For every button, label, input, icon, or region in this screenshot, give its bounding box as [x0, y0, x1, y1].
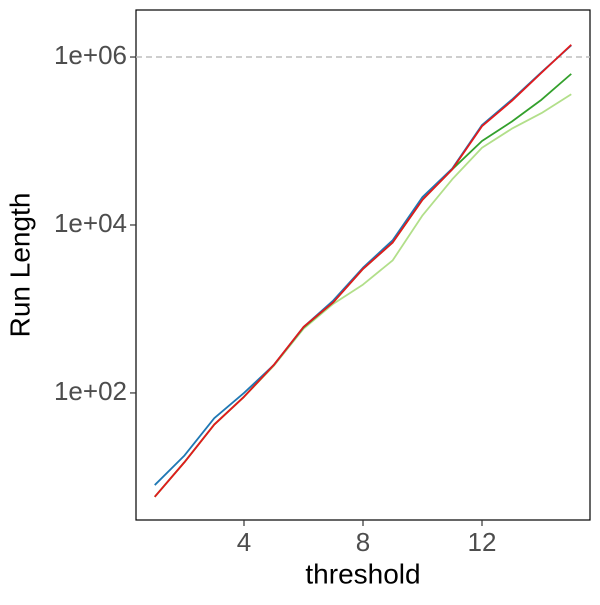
- series-line: [154, 93, 572, 498]
- x-tick-label: 8: [356, 527, 370, 557]
- x-axis-label: threshold: [305, 558, 420, 589]
- series-line: [154, 44, 572, 498]
- x-tick-label: 4: [237, 527, 251, 557]
- y-tick-label: 1e+06: [54, 40, 127, 70]
- panel-border: [135, 9, 591, 521]
- x-tick-label: 12: [468, 527, 497, 557]
- y-tick-label: 1e+04: [54, 208, 127, 238]
- y-tick-label: 1e+02: [54, 376, 127, 406]
- series-line: [154, 44, 572, 486]
- y-axis-label: Run Length: [4, 193, 35, 338]
